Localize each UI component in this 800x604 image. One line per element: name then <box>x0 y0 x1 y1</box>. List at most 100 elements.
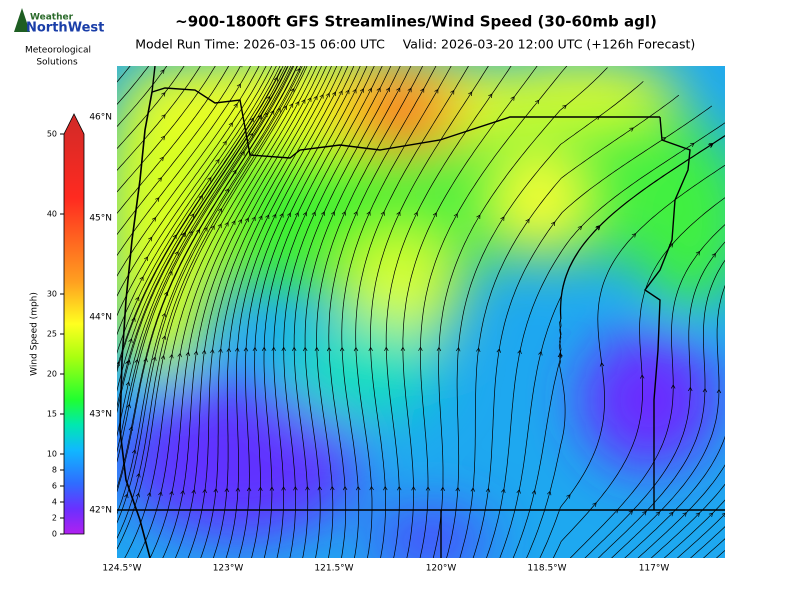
streamline <box>676 513 725 558</box>
streamline <box>402 66 538 558</box>
colorbar-tick-label: 20 <box>47 370 57 379</box>
title: ~900-1800ft GFS Streamlines/Wind Speed (… <box>175 13 657 31</box>
borders <box>117 66 725 558</box>
streamline <box>650 483 725 558</box>
streamline <box>162 66 327 558</box>
colorbar-tick-label: 50 <box>47 130 57 139</box>
colorbar-tick-label: 4 <box>52 498 57 507</box>
lon-label: 118.5°W <box>527 564 566 574</box>
stream-arrow <box>721 512 725 518</box>
streamline <box>117 66 288 408</box>
streamline <box>283 66 392 558</box>
streamline <box>370 66 489 558</box>
wind-map <box>89 66 738 570</box>
streamline <box>355 66 469 558</box>
lat-label: 46°N <box>89 113 112 123</box>
logo-text: NorthWest <box>26 21 104 36</box>
colorbar-tick-label: 8 <box>52 466 57 475</box>
streamline <box>213 66 349 558</box>
streamline <box>117 66 150 105</box>
streamline <box>175 66 332 558</box>
streamline <box>117 66 287 392</box>
streamline <box>263 66 375 558</box>
colorbar-tick-label: 0 <box>52 530 57 539</box>
streamline <box>117 66 306 539</box>
colorbar-label: Wind Speed (mph) <box>30 292 40 376</box>
streamline <box>117 66 295 463</box>
streamline <box>117 66 281 354</box>
streamline <box>117 66 298 493</box>
streamline <box>117 66 230 214</box>
colorbar: Wind Speed (mph) 0 2 4 6 8 10 15 20 25 30 40 50 <box>30 113 85 539</box>
logo: Weather NorthWest Meteorological Solutio… <box>14 8 104 68</box>
streamline <box>446 81 644 558</box>
streamline <box>117 66 260 277</box>
lon-label: 120°W <box>426 564 457 574</box>
streamline <box>137 66 317 558</box>
streamline <box>432 67 608 558</box>
colorbar-tick-label: 6 <box>52 482 57 491</box>
logo-text: Solutions <box>36 58 78 68</box>
streamline <box>526 135 725 558</box>
streamline <box>512 134 725 558</box>
streamline <box>690 526 725 558</box>
streamline <box>316 66 424 558</box>
stream-arrow <box>241 66 243 68</box>
streamline <box>729 562 738 570</box>
lon-label: 117°W <box>639 564 670 574</box>
streamline <box>117 69 282 370</box>
lon-label: 124.5°W <box>102 564 141 574</box>
streamline <box>459 94 680 558</box>
stream-arrow <box>101 495 105 499</box>
streamline <box>273 66 383 558</box>
streamline <box>293 66 401 558</box>
streamline <box>663 499 725 558</box>
colorbar-tick-label: 30 <box>47 290 57 299</box>
valid-time: Valid: 2026-03-20 12:00 UTC (+126h Forec… <box>403 37 696 52</box>
streamline <box>117 66 277 336</box>
streamline <box>597 259 725 558</box>
streamline <box>703 538 725 558</box>
streamline <box>117 66 216 193</box>
streamline <box>117 66 303 524</box>
streamline <box>117 66 185 149</box>
streamline <box>117 66 131 83</box>
streamline <box>225 66 355 558</box>
streamline <box>200 66 343 558</box>
run-time: Model Run Time: 2026-03-15 06:00 UTC <box>135 37 385 52</box>
streamline <box>715 549 725 558</box>
streamline <box>385 66 512 558</box>
lat-label: 45°N <box>89 214 112 224</box>
streamline <box>304 66 412 558</box>
streamline <box>149 66 322 558</box>
lat-label: 42°N <box>89 506 112 516</box>
logo-text: Weather <box>30 13 74 23</box>
colorbar-tick-label: 40 <box>47 210 57 219</box>
logo-text: Meteorological <box>25 46 91 56</box>
streamline <box>117 66 273 317</box>
lat-labels: 46°N 45°N 44°N 43°N 42°N <box>89 113 112 516</box>
streamline <box>238 66 361 558</box>
streamline <box>187 66 338 558</box>
streamline <box>328 66 437 558</box>
streamline <box>117 66 241 236</box>
streamline <box>419 66 568 558</box>
colorbar-tick-label: 2 <box>52 514 57 523</box>
colorbar-bar <box>63 113 85 535</box>
lon-label: 123°W <box>213 564 244 574</box>
colorbar-tick-label: 15 <box>47 410 57 419</box>
lon-label: 121.5°W <box>314 564 353 574</box>
streamline <box>117 66 201 171</box>
stream-arrow <box>89 496 93 500</box>
streamline <box>117 66 298 489</box>
streamline <box>124 66 313 558</box>
streamline <box>486 122 725 558</box>
streamline <box>637 464 725 558</box>
streamline <box>539 164 725 558</box>
colorbar-tick-label: 10 <box>47 450 57 459</box>
streamline <box>117 66 284 373</box>
streamline <box>624 435 725 558</box>
colorbar-tick-label: 25 <box>47 330 57 339</box>
